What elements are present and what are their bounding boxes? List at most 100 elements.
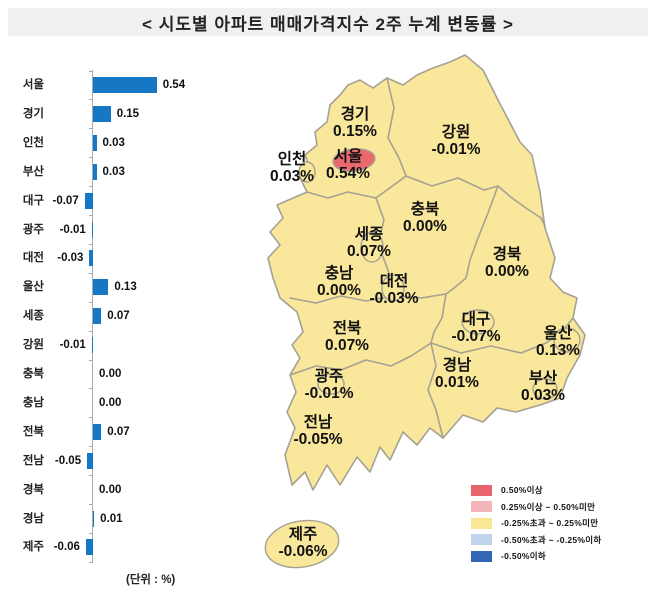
bar	[93, 134, 97, 151]
bar-category-label: 전북	[22, 425, 44, 438]
province-borders	[289, 77, 574, 439]
axis-tick	[89, 157, 93, 159]
bar-category-label: 인천	[22, 136, 44, 149]
map-label-name: 충북	[411, 200, 440, 218]
axis-tick	[89, 70, 93, 72]
region-ulsan	[553, 327, 581, 353]
bar-value-label: 0.00	[99, 368, 122, 380]
map-label-value: -0.03%	[369, 290, 418, 307]
axis-tick	[89, 561, 93, 563]
bar-category-label: 경기	[22, 107, 44, 120]
bar	[85, 539, 93, 556]
bar-value-label: -0.03	[57, 252, 84, 265]
legend-swatch	[471, 534, 492, 545]
bar	[89, 250, 93, 267]
bar-category-label: 대구	[22, 194, 44, 207]
bar-value-label: 0.03	[102, 136, 125, 149]
axis-tick	[89, 475, 93, 477]
region-daejeon	[381, 274, 405, 302]
legend-row: -0.50%이하	[471, 550, 602, 562]
bar-category-label: 제주	[22, 541, 44, 554]
map-label-value: 0.00%	[317, 282, 361, 299]
map-label-name: 울산	[544, 324, 573, 342]
bar-category-label: 울산	[22, 281, 44, 294]
bar-value-label: -0.01	[59, 339, 86, 352]
axis-tick	[89, 330, 93, 332]
korea-map-svg: 경기0.15% 강원-0.01%인천0.03%서울0.54%충북0.00%세종0.…	[264, 54, 586, 569]
legend-swatch	[471, 484, 492, 496]
region-jeju	[264, 519, 340, 569]
map-label-value: 0.54%	[326, 165, 370, 182]
map-label-name: 경남	[443, 356, 472, 374]
legend-label: 0.25%이상 ~ 0.50%미만	[501, 501, 596, 512]
bar-category-label: 충남	[22, 396, 44, 409]
region-gwangju	[317, 373, 345, 395]
map-label-name: 경기	[341, 105, 370, 123]
bar	[93, 423, 102, 440]
bar-value-label: 0.07	[107, 310, 130, 323]
legend-row: 0.50%이상	[471, 484, 602, 496]
axis-tick	[89, 243, 93, 245]
bar	[84, 192, 93, 209]
bar	[91, 337, 93, 354]
map-label-name: 대전	[380, 272, 409, 290]
map-label-value: -0.06%	[278, 543, 327, 560]
map-label-name: 강원	[442, 123, 471, 141]
axis-tick	[89, 388, 93, 390]
unit-label: (단위 : %)	[126, 574, 176, 586]
map-label-name: 인천	[278, 150, 307, 168]
map-label-value: 0.13%	[536, 342, 580, 359]
bar-category-label: 세종	[22, 310, 44, 323]
bar-category-label: 서울	[22, 79, 44, 91]
map-label-name: 서울	[334, 147, 363, 165]
region-sejong	[360, 231, 384, 263]
map-label-name: 전남	[304, 413, 333, 431]
bar-value-label: 0.03	[102, 165, 125, 178]
bar-value-label: 0.00	[99, 396, 122, 409]
region-daegu	[461, 309, 495, 335]
map-label-value: 0.01%	[435, 374, 479, 391]
axis-tick	[89, 215, 93, 216]
map-label-name: 부산	[529, 369, 558, 387]
bar-category-label: 광주	[22, 223, 44, 236]
bar-category-label: 강원	[22, 339, 44, 352]
bar-value-label: -0.05	[54, 454, 82, 467]
bar-value-label: -0.01	[59, 223, 86, 236]
axis-tick	[89, 186, 93, 188]
bar-category-label: 부산	[22, 165, 44, 178]
bar-chart: (단위 : %) 서울 0.54 경기 0.15 인천 0.03 부산 0.03 대구 -0.07…	[0, 44, 236, 603]
axis-tick	[89, 532, 93, 534]
legend-label: -0.50%초과 ~ -0.25%이하	[501, 534, 602, 545]
bar	[93, 308, 102, 325]
axis-tick	[89, 272, 93, 274]
region-busan	[532, 378, 558, 400]
korea-map: 경기 0.15% 강원 -0.01% 인천 0.03% 서울 0.54% 충북 0.00% 세종 0.…	[236, 48, 656, 603]
bar	[93, 510, 95, 527]
bar-value-label: 0.01	[100, 512, 123, 525]
legend-swatch	[471, 550, 492, 562]
bar-value-label: 0.13	[114, 281, 137, 294]
legend-row: 0.25%이상 ~ 0.50%미만	[471, 501, 602, 513]
legend-label: -0.50%이하	[501, 551, 546, 561]
map-legend: 0.50%이상 0.25%이상 ~ 0.50%미만 -0.25%초과 ~ 0.25%…	[471, 484, 602, 567]
map-label-value: 0.00%	[485, 263, 529, 280]
axis-tick	[89, 359, 93, 361]
map-label-value: -0.01%	[431, 141, 480, 158]
axis-tick	[89, 301, 93, 303]
legend-row: -0.50%초과 ~ -0.25%이하	[471, 534, 602, 546]
map-label-value: 0.00%	[403, 218, 447, 235]
map-label-name: 세종	[355, 225, 384, 243]
axis-tick	[89, 417, 93, 419]
bar-value-label: -0.06	[53, 541, 80, 554]
map-label-value: -0.01%	[304, 385, 353, 402]
bar-category-label: 대전	[22, 252, 44, 265]
bar	[93, 163, 97, 180]
axis-tick	[89, 504, 93, 505]
map-label-value: 0.03%	[270, 168, 314, 185]
map-label-name: 충남	[325, 264, 354, 282]
map-label-name: 제주	[289, 525, 318, 543]
bar	[93, 77, 157, 93]
map-label-value: 0.07%	[347, 243, 391, 260]
bar-category-label: 경북	[22, 483, 44, 496]
bar-value-label: -0.07	[52, 194, 79, 207]
